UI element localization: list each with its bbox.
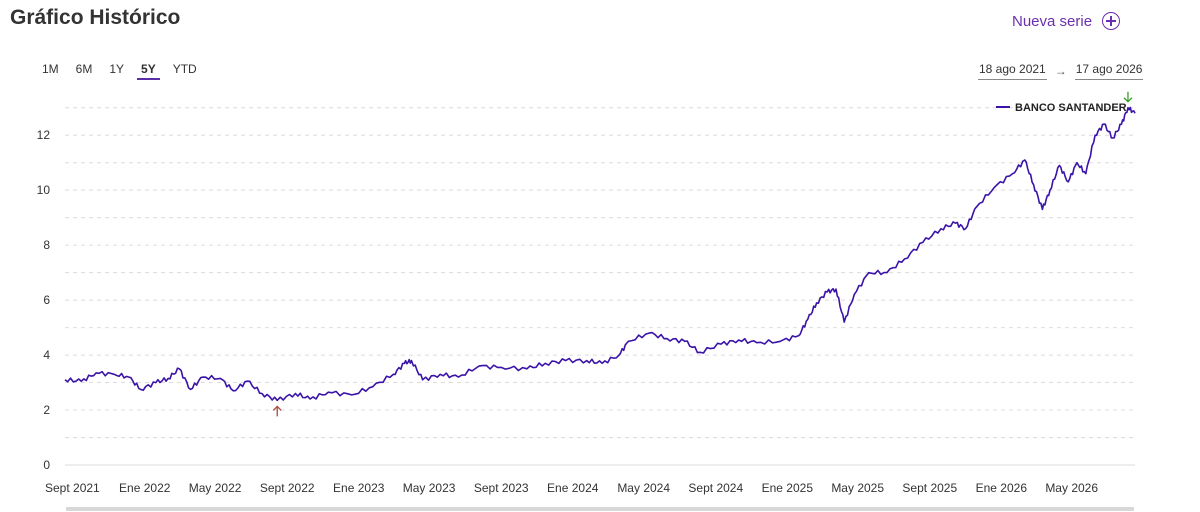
y-tick-label: 4 bbox=[43, 348, 50, 362]
plus-circle-icon bbox=[1102, 12, 1121, 30]
y-tick-label: 0 bbox=[43, 458, 50, 472]
x-tick-label: Ene 2024 bbox=[547, 481, 599, 495]
x-axis-ticks: Sept 2021 Ene 2022 May 2022 Sept 2022 Ene 20… bbox=[45, 481, 1098, 495]
y-tick-label: 12 bbox=[37, 128, 51, 142]
range-1y[interactable]: 1Y bbox=[109, 62, 125, 76]
series-line bbox=[64, 106, 1136, 402]
range-6m[interactable]: 6M bbox=[75, 62, 93, 76]
y-tick-label: 6 bbox=[43, 293, 50, 307]
start-date-field[interactable]: 18 ago 2021 bbox=[978, 62, 1047, 80]
x-tick-label: Ene 2022 bbox=[119, 481, 171, 495]
y-tick-label: 10 bbox=[37, 183, 51, 197]
y-tick-label: 2 bbox=[43, 403, 50, 417]
chart-scrollbar[interactable] bbox=[66, 507, 1134, 511]
range-1m[interactable]: 1M bbox=[42, 62, 59, 76]
end-date-field[interactable]: 17 ago 2026 bbox=[1074, 62, 1144, 80]
chart-markers bbox=[272, 91, 1133, 417]
min-marker-arrow bbox=[272, 405, 282, 417]
page-title: Gráfico Histórico bbox=[10, 6, 181, 29]
x-tick-label: May 2025 bbox=[831, 481, 884, 495]
x-tick-label: Ene 2025 bbox=[762, 481, 814, 495]
range-selector: 1M 6M 1Y 5Y YTD bbox=[42, 62, 214, 80]
x-tick-label: May 2023 bbox=[403, 481, 456, 495]
x-tick-label: May 2026 bbox=[1045, 481, 1098, 495]
x-tick-label: Sept 2023 bbox=[474, 481, 529, 495]
y-tick-label: 8 bbox=[43, 238, 50, 252]
y-axis-ticks: 0 2 4 6 8 10 12 bbox=[37, 128, 51, 472]
legend-label: BANCO SANTANDER bbox=[1015, 102, 1127, 114]
x-tick-label: May 2024 bbox=[617, 481, 670, 495]
new-series-label: Nueva serie bbox=[1012, 12, 1093, 30]
new-series-button[interactable]: Nueva serie bbox=[1012, 12, 1121, 30]
max-marker-arrow bbox=[1123, 91, 1133, 103]
x-tick-label: Ene 2023 bbox=[333, 481, 385, 495]
chart-series bbox=[64, 106, 1136, 402]
date-range: 18 ago 2021 → 17 ago 2026 bbox=[978, 62, 1144, 80]
chart-grid bbox=[65, 107, 1135, 466]
range-5y[interactable]: 5Y bbox=[137, 62, 160, 80]
x-tick-label: May 2022 bbox=[189, 481, 242, 495]
range-ytd[interactable]: YTD bbox=[172, 62, 197, 76]
chart-legend: BANCO SANTANDER bbox=[996, 102, 1127, 114]
x-tick-label: Sept 2025 bbox=[902, 481, 957, 495]
x-tick-label: Sept 2021 bbox=[45, 481, 100, 495]
x-tick-label: Sept 2024 bbox=[688, 481, 743, 495]
arrow-right-icon: → bbox=[1054, 64, 1067, 78]
x-tick-label: Ene 2026 bbox=[976, 481, 1028, 495]
x-tick-label: Sept 2022 bbox=[260, 481, 315, 495]
